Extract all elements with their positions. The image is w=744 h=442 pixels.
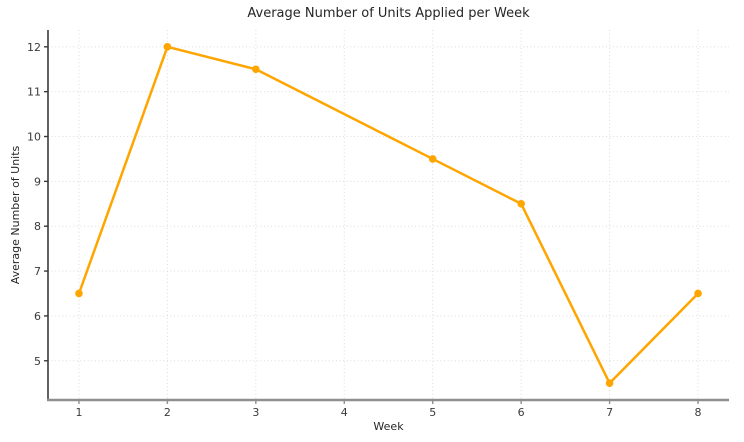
data-point-marker xyxy=(428,155,437,163)
y-tick-label: 8 xyxy=(34,220,41,233)
x-tick-label: 3 xyxy=(252,406,259,419)
x-tick-label: 2 xyxy=(164,406,171,419)
data-point-marker xyxy=(163,43,172,51)
x-axis-label: Week xyxy=(373,420,404,433)
data-point-marker xyxy=(75,289,83,298)
data-point-marker xyxy=(517,199,525,208)
x-tick-label: 1 xyxy=(75,406,82,419)
data-point-marker xyxy=(252,65,260,74)
data-line xyxy=(77,45,700,385)
data-point-marker xyxy=(694,289,702,298)
x-tick-label: 8 xyxy=(695,406,702,419)
y-tick-label: 7 xyxy=(34,265,41,278)
x-tick-label: 5 xyxy=(429,406,436,419)
y-tick-label: 12 xyxy=(27,41,41,54)
x-tick-label: 7 xyxy=(606,406,613,419)
y-tick-label: 5 xyxy=(34,355,41,368)
y-tick-label: 11 xyxy=(27,86,41,99)
y-tick-label: 10 xyxy=(27,131,41,144)
y-tick-label: 6 xyxy=(34,310,41,323)
chart-title: Average Number of Units Applied per Week xyxy=(247,6,530,21)
x-tick-label: 6 xyxy=(518,406,525,419)
data-point-marker xyxy=(605,379,614,387)
x-tick-label: 4 xyxy=(341,406,348,419)
y-tick-label: 9 xyxy=(34,175,41,188)
